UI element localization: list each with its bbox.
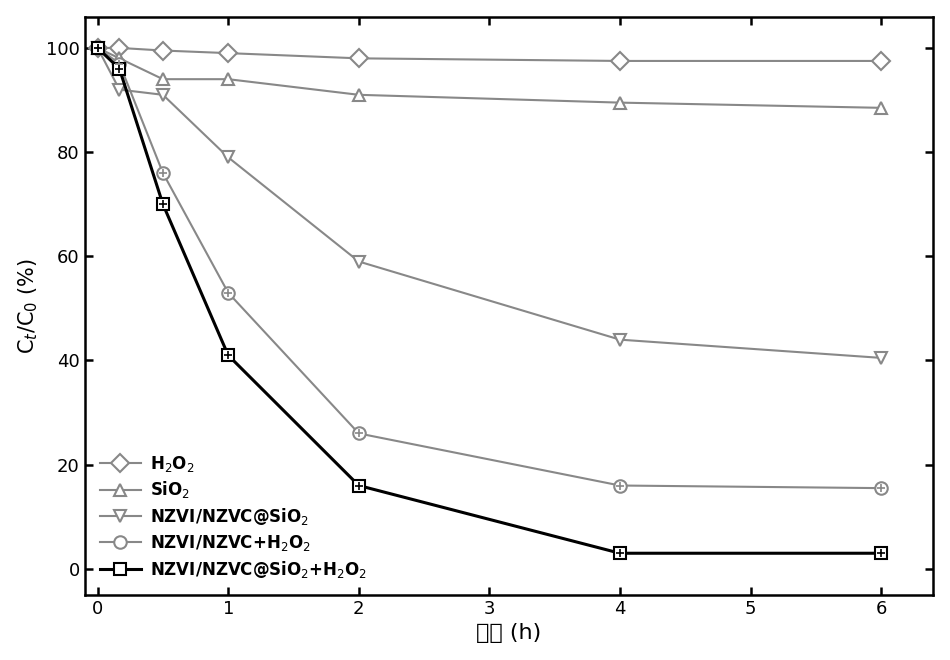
H$_2$O$_2$: [114, 44, 125, 52]
NZVI/NZVC@SiO$_2$: [222, 153, 234, 161]
H$_2$O$_2$: [615, 57, 626, 65]
X-axis label: 时间 (h): 时间 (h): [476, 623, 542, 644]
NZVI/NZVC+H$_2$O$_2$: [222, 289, 234, 297]
Line: NZVI/NZVC@SiO$_2$+H$_2$O$_2$: NZVI/NZVC@SiO$_2$+H$_2$O$_2$: [91, 42, 887, 560]
H$_2$O$_2$: [157, 47, 168, 55]
NZVI/NZVC+H$_2$O$_2$: [353, 430, 365, 438]
SiO$_2$: [92, 44, 104, 52]
SiO$_2$: [157, 75, 168, 83]
NZVI/NZVC@SiO$_2$: [615, 336, 626, 344]
NZVI/NZVC@SiO$_2$: [353, 257, 365, 265]
NZVI/NZVC+H$_2$O$_2$: [157, 169, 168, 177]
NZVI/NZVC@SiO$_2$+H$_2$O$_2$: [157, 200, 168, 208]
NZVI/NZVC@SiO$_2$+H$_2$O$_2$: [114, 65, 125, 73]
NZVI/NZVC@SiO$_2$+H$_2$O$_2$: [222, 351, 234, 359]
NZVI/NZVC+H$_2$O$_2$: [875, 484, 886, 492]
Legend: H$_2$O$_2$, SiO$_2$, NZVI/NZVC@SiO$_2$, NZVI/NZVC+H$_2$O$_2$, NZVI/NZVC@SiO$_2$+: H$_2$O$_2$, SiO$_2$, NZVI/NZVC@SiO$_2$, …: [93, 447, 373, 587]
NZVI/NZVC@SiO$_2$: [114, 86, 125, 94]
NZVI/NZVC+H$_2$O$_2$: [92, 44, 104, 52]
H$_2$O$_2$: [92, 44, 104, 52]
SiO$_2$: [615, 98, 626, 106]
NZVI/NZVC@SiO$_2$+H$_2$O$_2$: [875, 549, 886, 557]
SiO$_2$: [114, 54, 125, 62]
H$_2$O$_2$: [353, 54, 365, 62]
NZVI/NZVC@SiO$_2$: [92, 44, 104, 52]
SiO$_2$: [353, 91, 365, 99]
Line: NZVI/NZVC+H$_2$O$_2$: NZVI/NZVC+H$_2$O$_2$: [91, 42, 887, 494]
NZVI/NZVC+H$_2$O$_2$: [114, 59, 125, 67]
Line: SiO$_2$: SiO$_2$: [91, 42, 887, 114]
NZVI/NZVC@SiO$_2$+H$_2$O$_2$: [615, 549, 626, 557]
SiO$_2$: [875, 104, 886, 112]
SiO$_2$: [222, 75, 234, 83]
Line: NZVI/NZVC@SiO$_2$: NZVI/NZVC@SiO$_2$: [91, 42, 887, 364]
H$_2$O$_2$: [222, 50, 234, 57]
NZVI/NZVC@SiO$_2$: [875, 354, 886, 362]
NZVI/NZVC+H$_2$O$_2$: [615, 482, 626, 490]
NZVI/NZVC@SiO$_2$: [157, 91, 168, 99]
Y-axis label: C$_t$/C$_0$ (%): C$_t$/C$_0$ (%): [17, 258, 40, 354]
Line: H$_2$O$_2$: H$_2$O$_2$: [91, 42, 887, 67]
NZVI/NZVC@SiO$_2$+H$_2$O$_2$: [92, 44, 104, 52]
NZVI/NZVC@SiO$_2$+H$_2$O$_2$: [353, 482, 365, 490]
H$_2$O$_2$: [875, 57, 886, 65]
